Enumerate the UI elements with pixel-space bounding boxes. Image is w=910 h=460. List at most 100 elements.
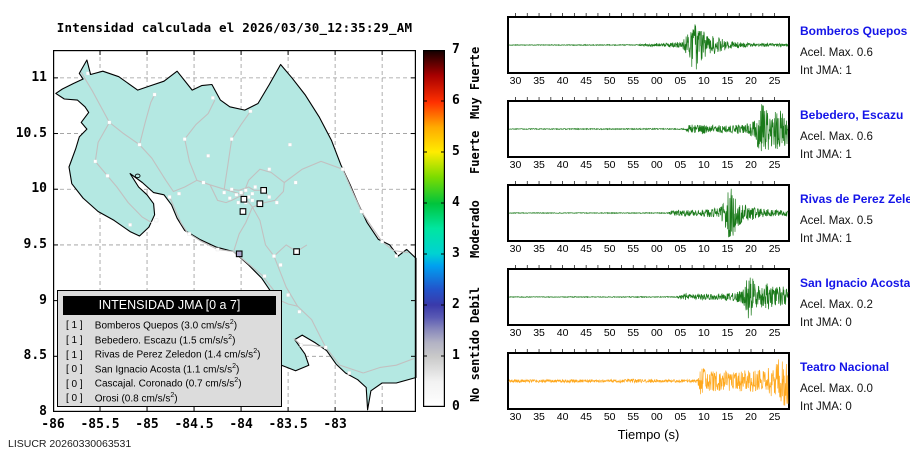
- time-tick-label: 30: [509, 243, 522, 255]
- time-tick-label: 35: [533, 75, 545, 87]
- map-x-tick-label: -84.5: [174, 417, 214, 432]
- time-tick-label: 30: [509, 411, 522, 423]
- jma-value-badge: [ 1 ]: [66, 334, 83, 346]
- station-name-label: Rivas de Perez Zeledon: [800, 192, 910, 206]
- time-tick-label: 50: [603, 159, 616, 171]
- intensity-station-marker: [260, 186, 268, 194]
- time-tick-label: 10: [698, 327, 710, 339]
- time-tick-label: 25: [768, 411, 781, 423]
- time-tick-label: 50: [603, 411, 616, 423]
- accel-max-label: Acel. Max. 0.2: [800, 299, 873, 311]
- legend-title: INTENSIDAD JMA [0 a 7]: [63, 296, 276, 315]
- superscript: 2: [228, 333, 233, 341]
- station-name-label: Bomberos Quepos: [800, 24, 908, 38]
- time-tick-label: 25: [768, 75, 781, 87]
- paren: ): [232, 334, 236, 346]
- paren: ): [174, 393, 178, 405]
- map-x-tick-label: -83.5: [268, 417, 308, 432]
- station-marker: [293, 180, 298, 185]
- time-tick-label: 45: [580, 159, 592, 171]
- station-marker: [167, 195, 172, 199]
- time-tick-label: 15: [721, 243, 734, 255]
- station-marker: [211, 96, 215, 100]
- road-line: [342, 168, 409, 254]
- int-jma-label: Int JMA: 1: [800, 233, 852, 245]
- station-marker: [299, 343, 304, 347]
- paren: ): [257, 349, 261, 361]
- road-line: [363, 357, 415, 374]
- station-marker: [222, 190, 226, 195]
- legend-station-text: Orosi (0.8 cm/s/s: [92, 393, 171, 405]
- int-jma-label: Int JMA: 0: [800, 317, 852, 329]
- legend-station-text: Bebedero. Escazu (1.5 cm/s/s: [92, 334, 229, 346]
- station-marker: [278, 263, 283, 267]
- costa-rica-map: [53, 50, 417, 412]
- time-tick-label: 20: [745, 327, 757, 339]
- intensity-category-label: Muy Fuerte: [468, 47, 482, 120]
- map-y-tick-label: 11: [31, 69, 47, 85]
- map-x-tick-label: -85: [135, 417, 159, 432]
- time-axis-title: Tiempo (s): [617, 427, 680, 442]
- time-tick-label: 40: [556, 327, 569, 339]
- accel-max-label: Acel. Max. 0.0: [800, 383, 873, 395]
- colorbar-bar: [423, 50, 445, 407]
- map-title: Intensidad calculada el 2026/03/30_12:35…: [56, 20, 413, 35]
- time-tick-label: 10: [698, 159, 710, 171]
- time-tick-label: 30: [509, 75, 522, 87]
- time-tick-label: 55: [627, 327, 640, 339]
- station-marker: [93, 159, 98, 164]
- station-marker: [286, 293, 290, 297]
- legend-entry: [ 0 ] San Ignacio Acosta (1.1 cm/s/s2): [66, 363, 239, 375]
- time-tick-label: 55: [627, 159, 640, 171]
- station-marker: [253, 185, 257, 189]
- station-marker: [250, 191, 255, 196]
- time-tick-label: 55: [627, 75, 640, 87]
- time-tick-label: 40: [556, 159, 569, 171]
- intensity-colorbar: [423, 50, 445, 407]
- station-marker: [262, 274, 267, 278]
- coastline: [55, 59, 417, 411]
- time-tick-label: 15: [721, 327, 734, 339]
- legend-entry: [ 0 ] Orosi (0.8 cm/s/s2): [66, 392, 178, 404]
- map-x-tick-label: -86: [41, 417, 65, 432]
- station-marker: [201, 180, 206, 185]
- time-tick-label: 35: [533, 411, 545, 423]
- legend-entry: [ 1 ] Bebedero. Escazu (1.5 cm/s/s2): [66, 334, 235, 346]
- map-y-tick-label: 8.5: [23, 348, 47, 364]
- time-tick-label: 00: [650, 411, 663, 423]
- station-marker: [323, 345, 328, 350]
- seismogram-trace: [507, 13, 790, 74]
- island: [134, 173, 141, 179]
- legend-entry: [ 1 ] Rivas de Perez Zeledon (1.4 cm/s/s…: [66, 348, 260, 360]
- time-tick-label: 25: [768, 159, 781, 171]
- seismogram-trace: [507, 181, 790, 242]
- map-x-tick-label: -85.5: [80, 417, 120, 432]
- paren: ): [238, 378, 242, 390]
- intensity-legend: INTENSIDAD JMA [0 a 7] [ 1 ] Bomberos Qu…: [57, 290, 282, 407]
- colorbar-tick-label: 5: [452, 144, 460, 159]
- road-line: [233, 206, 253, 252]
- int-jma-label: Int JMA: 1: [800, 65, 852, 77]
- intensity-station-marker: [235, 250, 243, 258]
- station-marker: [86, 71, 90, 76]
- superscript: 2: [234, 377, 239, 385]
- accel-max-label: Acel. Max. 0.6: [800, 131, 873, 143]
- waveform: [508, 24, 789, 70]
- map-y-tick-label: 10: [31, 181, 47, 197]
- seismogram-trace: [507, 349, 790, 410]
- station-name-label: Bebedero, Escazu: [800, 108, 904, 122]
- jma-value-badge: [ 0 ]: [66, 393, 83, 405]
- station-marker: [347, 371, 351, 375]
- map-x-tick-label: -84: [229, 417, 253, 432]
- intensity-station-marker: [256, 200, 264, 208]
- time-tick-label: 00: [650, 75, 663, 87]
- road-line: [242, 194, 364, 374]
- station-marker: [288, 142, 292, 147]
- station-marker: [187, 232, 192, 236]
- road-line: [242, 160, 343, 195]
- station-marker: [234, 193, 239, 197]
- station-marker: [359, 209, 364, 214]
- intensity-station-marker: [293, 248, 300, 255]
- time-tick-label: 20: [745, 75, 757, 87]
